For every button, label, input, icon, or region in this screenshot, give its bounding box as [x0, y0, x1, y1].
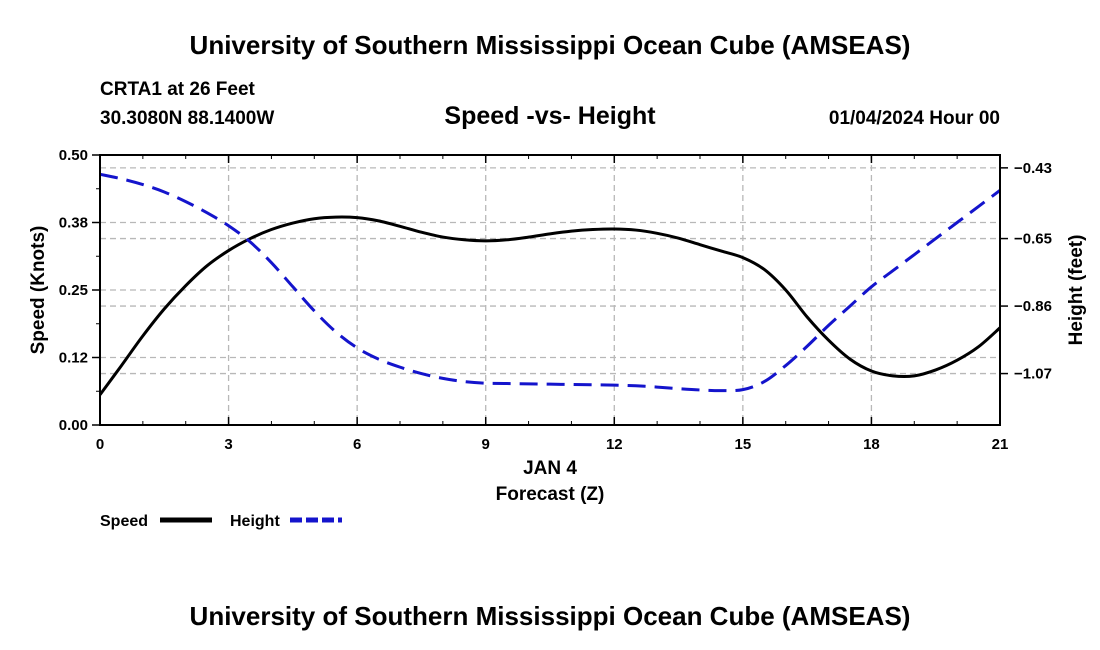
x-axis-label: Forecast (Z)	[496, 484, 605, 505]
x-tick-label: 21	[992, 436, 1009, 453]
y-tick-label: 0.12	[59, 350, 88, 367]
y-tick-label: 0.38	[59, 215, 88, 232]
x-tick-label: 6	[353, 436, 361, 453]
x-tick-label: 9	[482, 436, 490, 453]
x-tick-label: 18	[863, 436, 880, 453]
footer-title: University of Southern Mississippi Ocean…	[190, 601, 911, 631]
y2-axis-label: Height (feet)	[1066, 235, 1087, 346]
legend-label-height: Height	[230, 513, 280, 530]
series-line-speed	[100, 215, 1000, 396]
legend-label-speed: Speed	[100, 513, 148, 530]
y2-tick-label: −0.86	[1014, 298, 1052, 315]
x-axis-date-label: JAN 4	[523, 458, 577, 479]
axis-ticks: 0 3 6 9 12 15 18 21 0.00 0.12 0.25 0.38 0.50 −1.07 −0.…	[59, 147, 1052, 453]
y2-tick-label: −0.65	[1014, 231, 1052, 248]
y2-tick-label: −1.07	[1014, 366, 1052, 383]
figure-title: University of Southern Mississippi Ocean…	[190, 30, 911, 60]
x-tick-label: 0	[96, 436, 104, 453]
station-coordinates: 30.3080N 88.1400W	[100, 108, 274, 129]
x-tick-label: 12	[606, 436, 623, 453]
y-tick-label: 0.50	[59, 147, 88, 164]
y-axis-label: Speed (Knots)	[28, 226, 49, 355]
chart-subtitle: Speed -vs- Height	[444, 102, 656, 130]
plot-frame	[99, 154, 1001, 426]
y-tick-label: 0.00	[59, 417, 88, 434]
series-layer	[100, 172, 1000, 396]
legend: Speed Height	[100, 513, 342, 530]
x-tick-label: 15	[735, 436, 752, 453]
station-label: CRTA1 at 26 Feet	[100, 79, 256, 100]
grid-lines	[100, 154, 1000, 425]
forecast-datetime: 01/04/2024 Hour 00	[829, 108, 1000, 129]
y-tick-label: 0.25	[59, 282, 88, 299]
series-line-height	[100, 172, 1000, 393]
x-tick-label: 3	[224, 436, 232, 453]
y2-tick-label: −0.43	[1014, 160, 1052, 177]
